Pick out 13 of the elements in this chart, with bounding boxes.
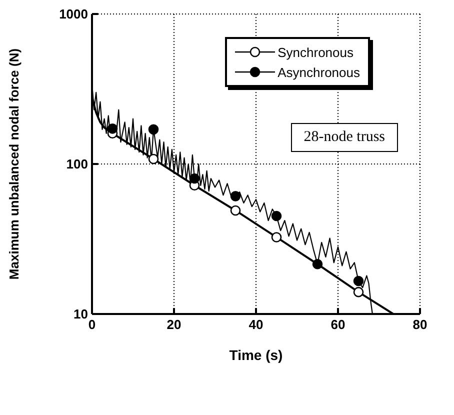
y-axis-title: Maximum unbalanced nodal force (N) — [6, 48, 22, 280]
x-tick-label: 40 — [248, 317, 264, 332]
legend-label: Synchronous — [278, 44, 354, 60]
annotation: 28-node truss — [290, 123, 398, 152]
y-tick-label: 10 — [74, 306, 88, 322]
x-tick-label: 0 — [88, 317, 96, 332]
y-tick-label: 100 — [66, 156, 88, 172]
legend-label: Asynchronous — [278, 64, 360, 80]
x-axis-title: Time (s) — [229, 347, 283, 363]
y-tick-label: 1000 — [59, 6, 88, 22]
x-tick-label: 80 — [412, 317, 428, 332]
x-tick-label: 20 — [166, 317, 182, 332]
x-tick-label: 60 — [330, 317, 346, 332]
